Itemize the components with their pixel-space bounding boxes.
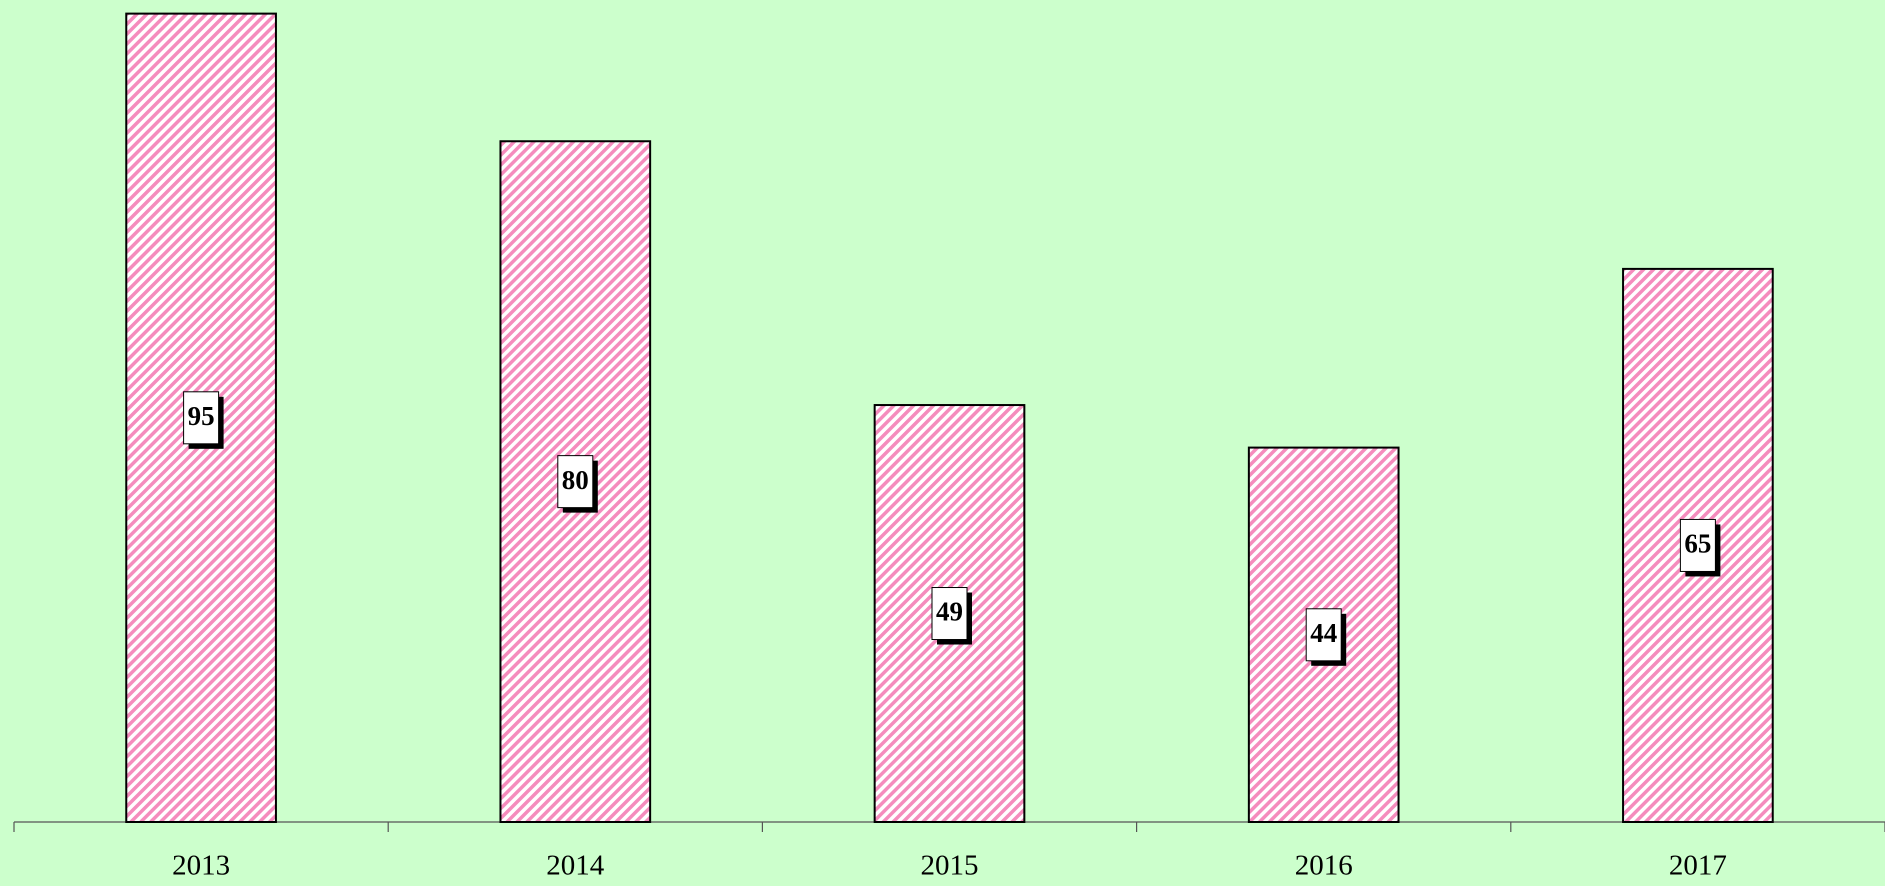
value-label: 80 <box>562 465 589 495</box>
x-tick-label: 2015 <box>921 850 979 882</box>
value-label: 65 <box>1684 529 1711 559</box>
value-label: 49 <box>936 597 963 627</box>
value-label-box <box>1679 518 1716 572</box>
x-tick-label: 2016 <box>1295 850 1353 882</box>
x-tick-label: 2014 <box>546 850 605 882</box>
bar <box>499 140 652 824</box>
value-label-box <box>931 587 968 641</box>
bar <box>125 12 277 823</box>
value-label-box <box>557 455 594 509</box>
x-tick-label: 2017 <box>1669 850 1727 882</box>
x-tick-label: 2013 <box>172 850 230 882</box>
value-label: 44 <box>1310 618 1337 648</box>
value-label-box <box>1305 608 1342 662</box>
value-label: 95 <box>188 401 215 431</box>
value-label-box <box>183 391 220 445</box>
